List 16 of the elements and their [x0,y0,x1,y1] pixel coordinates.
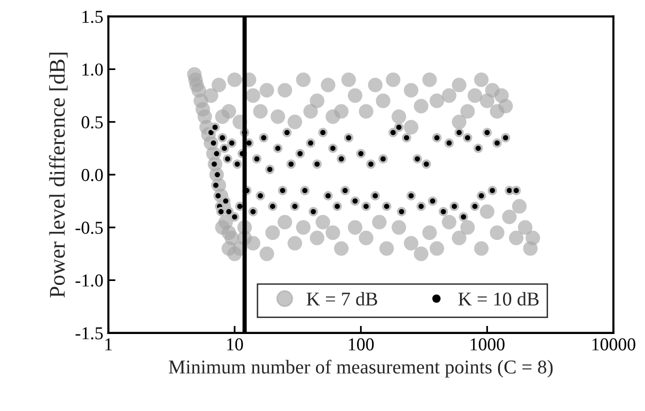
y-tick-label: -1.5 [76,327,103,340]
y-axis-title: Power level difference [dB] [48,52,68,298]
x-axis-title: Minimum number of measurement points (C = 8) [168,360,553,378]
x-tick-label: 1000 [470,338,505,350]
y-tick-label: -1.0 [76,274,103,287]
y-tick-label: 1.0 [82,63,103,76]
y-tick-label: 1.5 [82,10,103,23]
y-tick-label: 0.0 [82,168,103,182]
legend-label: K = 7 dB [306,292,378,306]
x-tick-label: 10000 [592,338,636,350]
x-tick-label: 1 [105,338,112,350]
x-tick-label: 100 [348,338,374,350]
y-tick-label: -0.5 [76,222,103,234]
x-tick-label: 10 [227,338,243,350]
y-tick-label: 0.5 [82,116,103,128]
legend-label: K = 10 dB [458,292,539,306]
